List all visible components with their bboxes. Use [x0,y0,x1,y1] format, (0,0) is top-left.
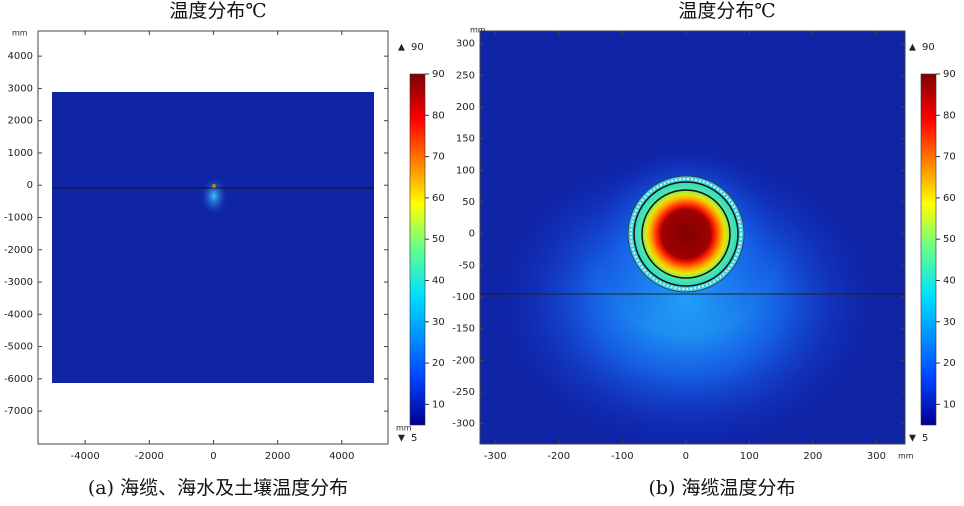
y-tick-label: 0 [27,180,33,191]
colorbar-label: 20 [943,358,956,369]
y-tick-label: -100 [452,292,475,303]
cable-ring [627,175,745,293]
field [480,31,905,444]
cable-ring [641,189,731,279]
y-tick-label: -2000 [4,245,33,256]
colorbar-label: 30 [943,317,956,328]
colorbar-label: 60 [943,193,956,204]
min-value: 5 [411,433,417,444]
min-value: 5 [922,433,928,444]
max-value: 90 [411,42,424,53]
colorbar-label: 30 [432,317,445,328]
y-tick-label: 1000 [8,148,33,159]
y-tick-label: 50 [462,197,475,208]
x-tick-label: -2000 [135,451,164,462]
min-marker: ▼ [398,434,405,444]
colorbar-label: 40 [432,275,445,286]
y-tick-label: 100 [456,165,475,176]
caption: (a) 海缆、海水及土壤温度分布 [88,477,348,499]
y-tick-label: -5000 [4,342,33,353]
max-marker: ▲ [909,43,916,53]
x-tick-label: 0 [683,451,689,462]
chart-title: 温度分布℃ [678,0,775,22]
axes-frame [479,30,906,445]
y-unit: mm [470,26,486,35]
min-marker: ▼ [909,434,916,444]
colorbar [409,73,426,426]
cable [212,184,216,188]
max-marker: ▲ [398,43,405,53]
y-tick-label: 0 [469,229,475,240]
colorbar-label: 50 [943,234,956,245]
x-tick-label: 300 [867,451,886,462]
y-tick-label: 250 [456,70,475,81]
x-unit: mm [396,424,412,433]
y-tick-label: -7000 [4,406,33,417]
armor-wires [630,178,742,290]
y-tick-label: 150 [456,134,475,145]
colorbar-label: 50 [432,234,445,245]
colorbar-label: 90 [432,69,445,80]
x-tick-label: 100 [740,451,759,462]
y-tick-label: -1000 [4,212,33,223]
x-tick-label: 2000 [265,451,290,462]
y-tick-label: 2000 [8,116,33,127]
colorbar-label: 10 [943,399,956,410]
y-tick-label: -200 [452,355,475,366]
colorbar-label: 80 [943,110,956,121]
colorbar-label: 10 [432,399,445,410]
x-tick-label: 4000 [329,451,354,462]
heat-spot [200,176,228,216]
domain [52,92,374,383]
y-tick-label: -150 [452,324,475,335]
x-tick-label: 200 [803,451,822,462]
x-tick-label: 0 [210,451,216,462]
y-tick-label: -4000 [4,309,33,320]
x-tick-label: -4000 [71,451,100,462]
x-tick-label: -300 [484,451,507,462]
x-tick-label: -200 [547,451,570,462]
colorbar-label: 70 [432,152,445,163]
y-tick-label: -300 [452,419,475,430]
cable-ring [633,181,739,287]
y-tick-label: 300 [456,39,475,50]
colorbar-label: 90 [943,69,956,80]
y-tick-label: 200 [456,102,475,113]
y-tick-label: -250 [452,387,475,398]
colorbar-label: 20 [432,358,445,369]
caption: (b) 海缆温度分布 [648,477,795,499]
x-tick-label: -100 [611,451,634,462]
cable [628,176,744,292]
y-tick-label: 3000 [8,83,33,94]
colorbar [920,73,937,426]
y-tick-label: -3000 [4,277,33,288]
y-unit: mm [12,29,28,38]
y-tick-label: -6000 [4,374,33,385]
chart-title: 温度分布℃ [169,0,266,22]
x-unit: mm [898,452,914,461]
max-value: 90 [922,42,935,53]
colorbar-label: 40 [943,275,956,286]
colorbar-label: 60 [432,193,445,204]
y-tick-label: -50 [459,260,475,271]
colorbar-label: 70 [943,152,956,163]
colorbar-label: 80 [432,110,445,121]
y-tick-label: 4000 [8,51,33,62]
